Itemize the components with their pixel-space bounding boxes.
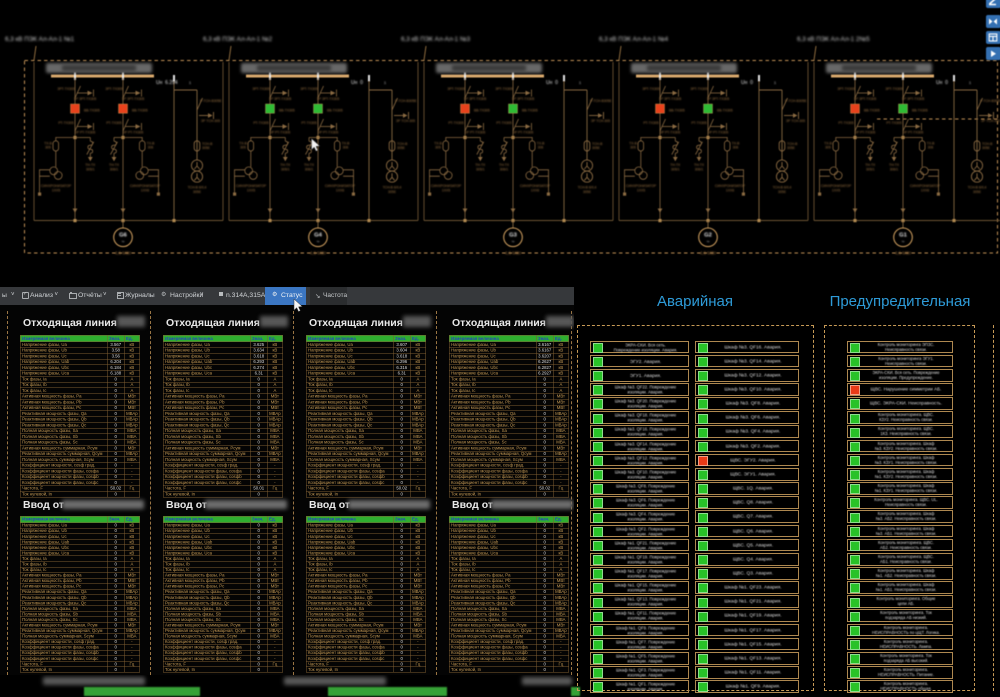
svg-text:G6: G6 — [119, 233, 128, 239]
svg-text:G2: G2 — [704, 233, 712, 239]
svg-text:G4: G4 — [314, 233, 323, 239]
svg-text:1: 1 — [579, 81, 581, 85]
svg-text:~: ~ — [317, 240, 320, 246]
svg-text:Uн 0: Uн 0 — [936, 80, 948, 86]
svg-text:~: ~ — [902, 240, 905, 246]
svg-text:G1: G1 — [899, 233, 908, 239]
svg-text:1: 1 — [774, 81, 776, 85]
svg-text:Uн 0: Uн 0 — [741, 80, 753, 86]
svg-text:Uн 6.294: Uн 6.294 — [156, 80, 178, 86]
svg-text:~: ~ — [512, 240, 515, 246]
svg-text:Uн 0: Uн 0 — [546, 80, 558, 86]
svg-text:~: ~ — [707, 240, 710, 246]
svg-text:1: 1 — [189, 81, 191, 85]
svg-text:~: ~ — [122, 240, 125, 246]
svg-text:1: 1 — [969, 81, 971, 85]
svg-text:Uн 0: Uн 0 — [351, 80, 363, 86]
svg-text:1: 1 — [384, 81, 386, 85]
svg-text:G3: G3 — [509, 233, 518, 239]
